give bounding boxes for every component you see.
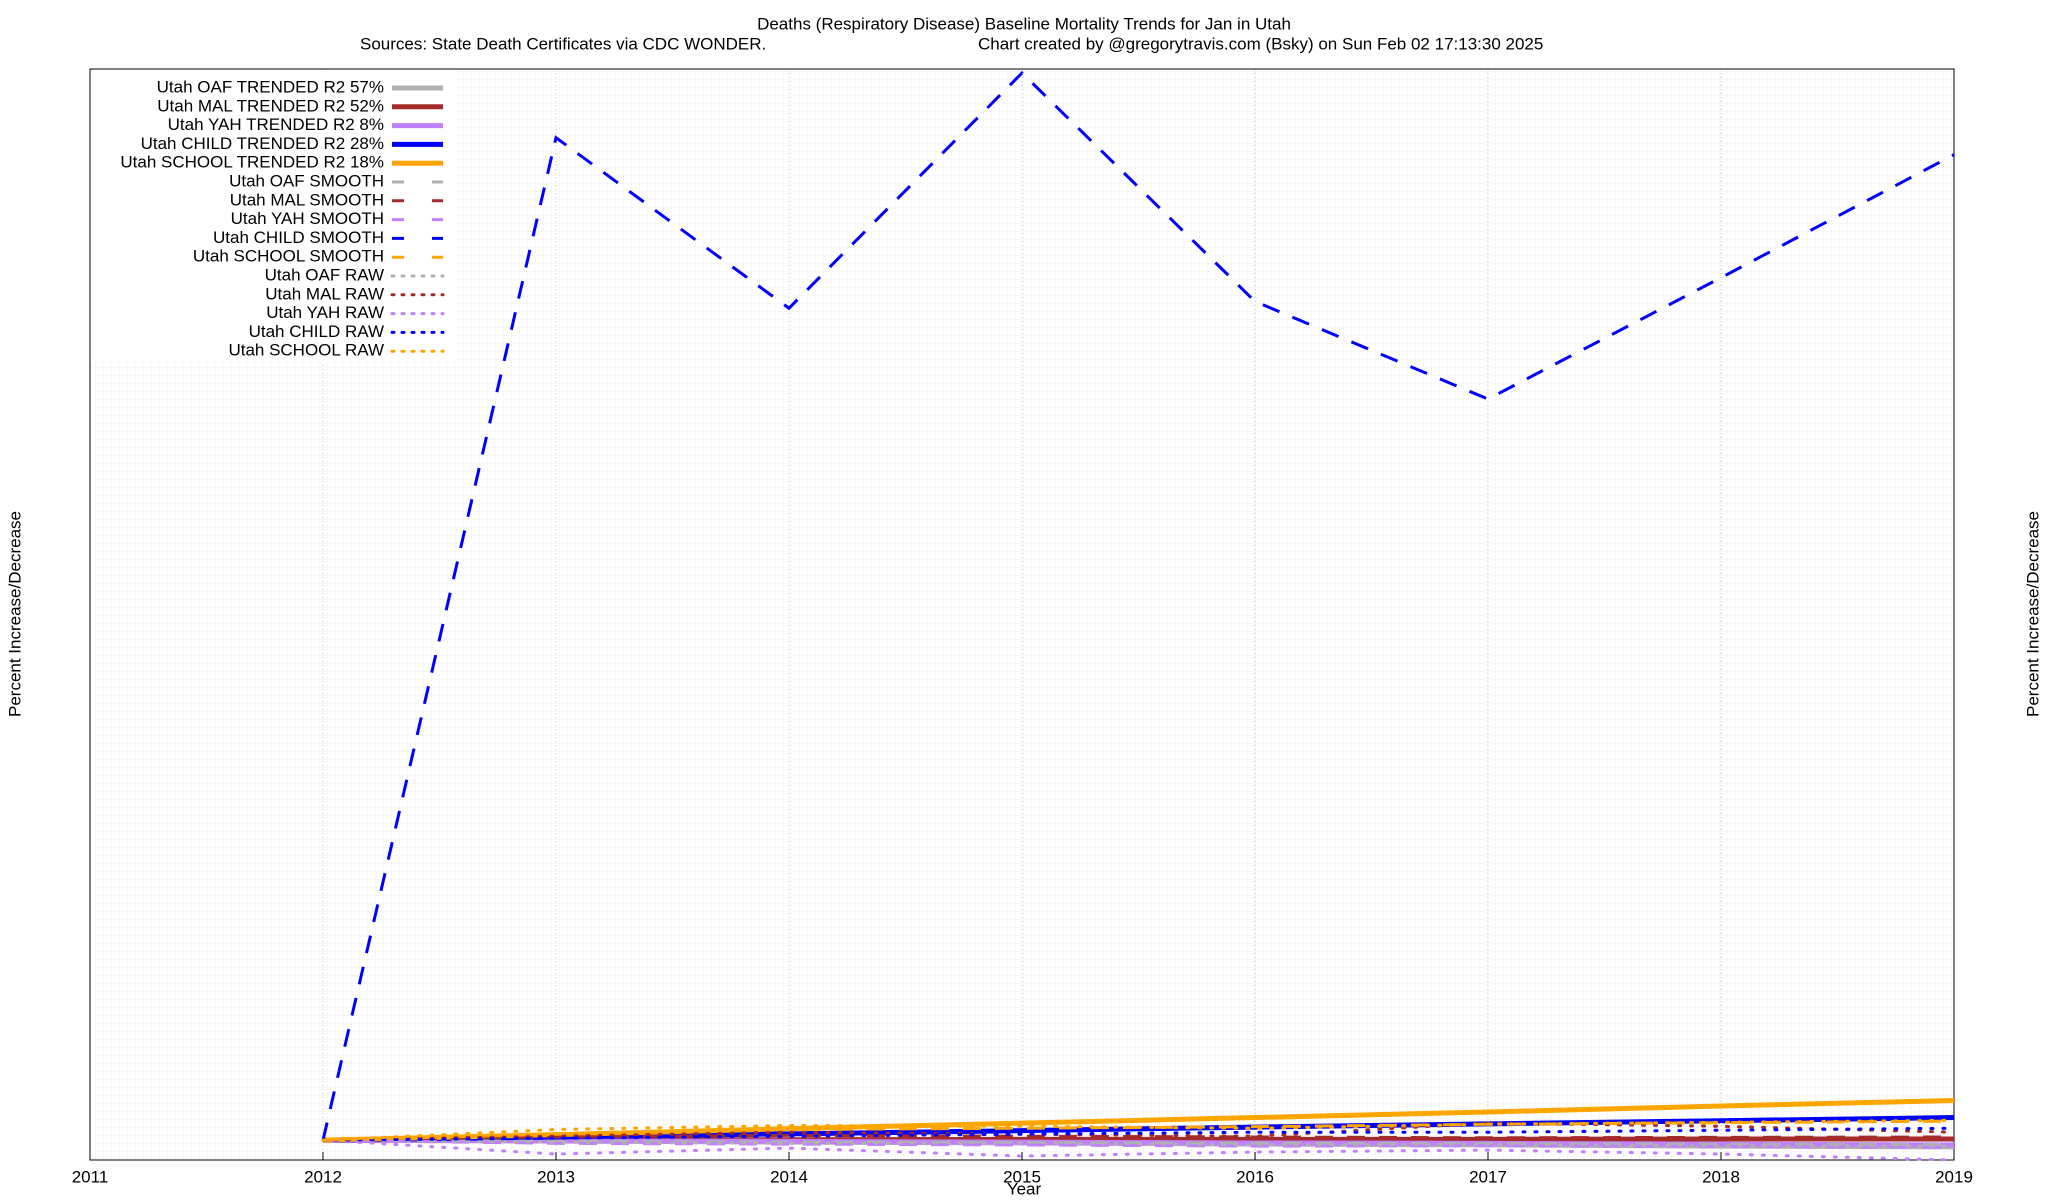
y2-axis-label: Percent Increase/Decrease	[2023, 511, 2042, 717]
x-tick-label: 2011	[72, 1167, 109, 1186]
series-line	[321, 70, 1955, 1141]
series-line	[321, 1138, 1956, 1148]
legend-label: Utah SCHOOL SMOOTH	[193, 247, 384, 266]
x-tick-label: 2015	[1003, 1167, 1041, 1186]
legend-label: Utah OAF SMOOTH	[229, 171, 384, 190]
series-line	[321, 1121, 1956, 1142]
series-line	[321, 1126, 1956, 1142]
plot-frame	[89, 68, 1955, 1161]
y-axis-label: Percent Increase/Decrease	[5, 511, 24, 717]
legend-label: Utah CHILD RAW	[249, 322, 384, 341]
legend-label: Utah OAF RAW	[265, 265, 384, 284]
legend-label: Utah CHILD SMOOTH	[213, 228, 384, 247]
chart-credit: Chart created by @gregorytravis.com (Bsk…	[978, 34, 1543, 53]
series-line	[322, 1138, 1955, 1149]
x-tick-label: 2014	[770, 1167, 808, 1186]
x-tick-label: 2012	[304, 1167, 342, 1186]
legend-label: Utah YAH TRENDED R2 8%	[168, 115, 384, 134]
legend-label: Utah MAL SMOOTH	[230, 190, 384, 209]
x-tick-label: 2017	[1469, 1167, 1507, 1186]
series-line	[321, 1118, 1956, 1142]
x-axis-label: Year	[1007, 1179, 1042, 1198]
legend-label: Utah YAH SMOOTH	[231, 209, 384, 228]
chart-title: Deaths (Respiratory Disease) Baseline Mo…	[757, 14, 1291, 33]
chart-subtitle: Sources: State Death Certificates via CD…	[360, 34, 766, 53]
x-tick-label: 2019	[1935, 1167, 1973, 1186]
series-line	[321, 1138, 1956, 1162]
legend-label: Utah MAL RAW	[265, 284, 384, 303]
legend-label: Utah SCHOOL TRENDED R2 18%	[120, 153, 384, 172]
legend-label: Utah YAH RAW	[266, 303, 384, 322]
legend-label: Utah SCHOOL RAW	[228, 341, 384, 360]
legend-label: Utah CHILD TRENDED R2 28%	[141, 134, 384, 153]
legend-label: Utah MAL TRENDED R2 52%	[157, 96, 384, 115]
legend-label: Utah OAF TRENDED R2 57%	[157, 77, 384, 96]
x-tick-label: 2016	[1236, 1167, 1274, 1186]
x-tick-label: 2018	[1702, 1167, 1740, 1186]
x-tick-label: 2013	[537, 1167, 575, 1186]
